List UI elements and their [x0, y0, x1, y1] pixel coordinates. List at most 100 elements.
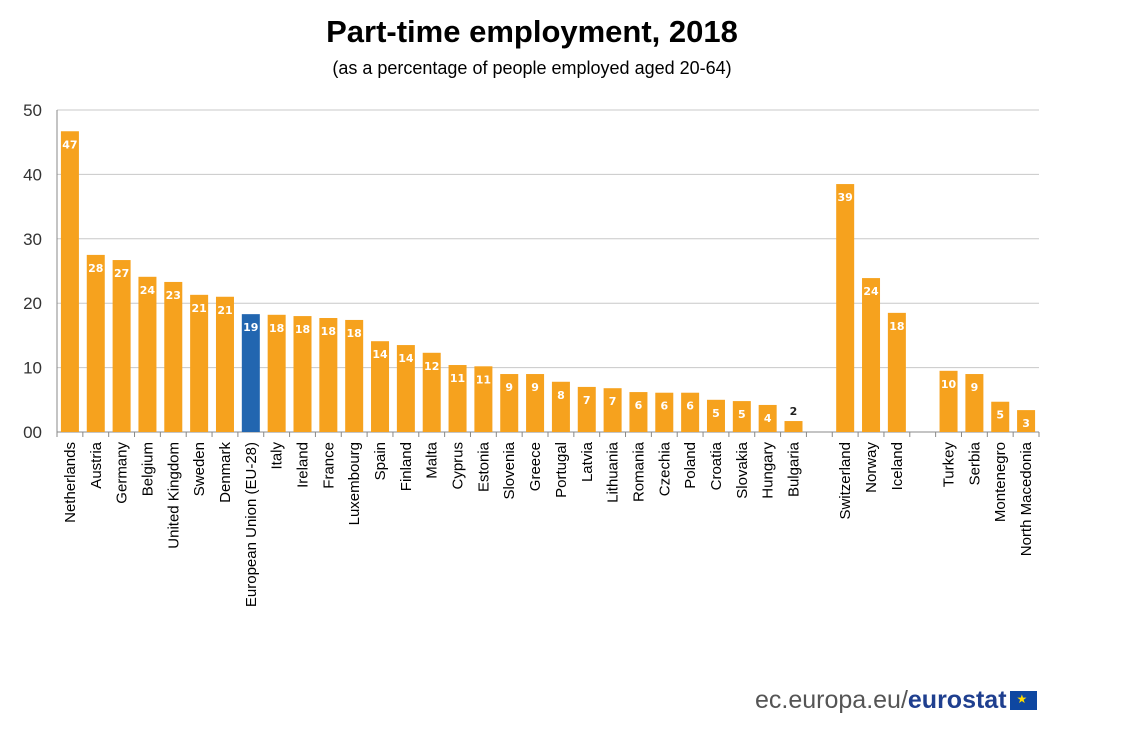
data-label: 5: [996, 409, 1004, 422]
y-tick-label: 40: [23, 165, 42, 184]
chart-title: Part-time employment, 2018: [326, 14, 738, 49]
data-label: 10: [941, 378, 957, 391]
logo-prefix: ec.europa.eu/: [755, 686, 908, 714]
data-label: 39: [838, 191, 853, 204]
x-tick-label: Germany: [114, 442, 131, 504]
bar: [629, 392, 648, 432]
x-tick-label: Belgium: [139, 442, 156, 496]
data-label: 18: [295, 323, 310, 336]
x-tick-label: Norway: [863, 442, 880, 493]
x-tick-label: Slovenia: [501, 441, 518, 499]
data-label: 27: [114, 267, 129, 280]
y-tick-label: 20: [23, 294, 42, 313]
bar: [784, 421, 803, 432]
data-label: 5: [712, 407, 720, 420]
data-label: 47: [62, 138, 77, 151]
data-label: 2: [790, 405, 798, 418]
x-tick-label: Estonia: [475, 441, 492, 492]
bar: [887, 312, 906, 432]
x-tick-label: North Macedonia: [1018, 441, 1035, 556]
data-label: 18: [321, 325, 336, 338]
bar: [190, 294, 209, 432]
x-tick-label: Montenegro: [992, 442, 1009, 522]
x-tick-label: Luxembourg: [346, 442, 363, 525]
data-label: 23: [166, 289, 181, 302]
data-label: 21: [217, 304, 232, 317]
x-tick-label: Romania: [630, 441, 647, 502]
bar: [371, 341, 390, 432]
data-label: 19: [243, 321, 258, 334]
data-label: 24: [863, 285, 879, 298]
bar: [991, 401, 1010, 432]
data-label: 12: [424, 360, 439, 373]
bar: [577, 386, 596, 432]
bar: [112, 260, 131, 432]
data-label: 18: [269, 322, 284, 335]
y-tick-label: 00: [23, 423, 42, 442]
data-label: 9: [505, 381, 513, 394]
x-tick-label: Greece: [527, 442, 544, 491]
eurostat-logo[interactable]: ec.europa.eu/eurostat: [755, 686, 1037, 715]
x-tick-label: Ireland: [295, 442, 312, 488]
data-label: 18: [347, 327, 362, 340]
data-label: 6: [686, 400, 694, 413]
data-label: 9: [531, 381, 539, 394]
y-tick-label: 10: [23, 359, 42, 378]
data-label: 21: [191, 302, 206, 315]
x-tick-label: Italy: [269, 442, 286, 470]
x-tick-label: Iceland: [889, 442, 906, 490]
data-label: 11: [450, 372, 465, 385]
data-label: 14: [398, 352, 414, 365]
x-tick-label: Portugal: [553, 442, 570, 498]
y-tick-label: 50: [23, 101, 42, 120]
bar: [732, 401, 751, 432]
bar: [138, 276, 157, 432]
x-tick-label: Sweden: [191, 442, 208, 496]
y-tick-label: 30: [23, 230, 42, 249]
bar: [706, 399, 725, 432]
bar: [319, 318, 338, 432]
data-label: 14: [372, 348, 388, 361]
bar: [215, 296, 234, 432]
data-label: 7: [609, 395, 617, 408]
bar: [603, 388, 622, 432]
data-label: 24: [140, 284, 156, 297]
bar: [86, 254, 105, 432]
x-tick-label: Latvia: [579, 441, 596, 482]
bar: [655, 392, 674, 432]
x-tick-label: Netherlands: [62, 442, 79, 523]
x-tick-label: Hungary: [760, 442, 777, 499]
data-label: 5: [738, 408, 746, 421]
x-tick-label: Croatia: [708, 441, 725, 490]
bar: [551, 381, 570, 432]
x-tick-label: Turkey: [941, 442, 958, 488]
x-tick-label: Spain: [372, 442, 389, 480]
bar: [345, 319, 364, 432]
x-tick-label: Cyprus: [450, 442, 467, 490]
data-label: 3: [1022, 417, 1030, 430]
data-label: 9: [971, 381, 979, 394]
data-label: 6: [660, 400, 668, 413]
bar: [965, 374, 984, 432]
x-tick-label: Austria: [88, 441, 105, 488]
x-tick-label: Switzerland: [837, 442, 854, 520]
bar: [1017, 410, 1036, 432]
x-tick-label: Malta: [424, 441, 441, 478]
x-tick-label: Finland: [398, 442, 415, 491]
data-label: 28: [88, 262, 103, 275]
bar: [448, 365, 467, 432]
bar: [396, 345, 415, 432]
x-tick-label: European Union (EU-28): [243, 442, 260, 607]
bar: [500, 374, 519, 432]
x-tick-label: United Kingdom: [165, 442, 182, 549]
data-label: 11: [476, 373, 491, 386]
bar: [681, 392, 700, 432]
chart-subtitle: (as a percentage of people employed aged…: [332, 58, 732, 78]
x-tick-label: Lithuania: [605, 441, 622, 503]
data-label: 7: [583, 394, 591, 407]
bar: [422, 352, 441, 432]
data-label: 4: [764, 412, 772, 425]
bar: [474, 366, 493, 432]
bar: [939, 370, 958, 432]
